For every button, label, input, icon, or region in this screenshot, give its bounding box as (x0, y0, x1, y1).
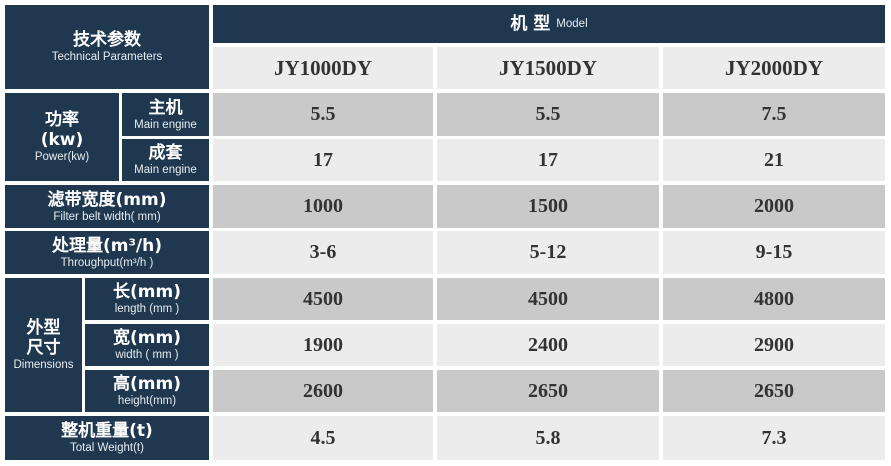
model-name: JY2000DY (663, 47, 885, 89)
label-zh: 尺寸 (26, 338, 61, 358)
value-cell: 2650 (663, 370, 885, 412)
value-cell: 9-15 (663, 231, 885, 274)
value-cell: 4.5 (213, 416, 433, 460)
height-label: 高(mm) height(mm) (85, 370, 209, 412)
throughput-label: 处理量(m³/h) Throughput(m³/h ) (5, 231, 209, 274)
value-cell: 2650 (437, 370, 659, 412)
label-zh: 高(mm) (113, 374, 181, 394)
value-cell: 17 (213, 139, 433, 181)
value-cell: 1900 (213, 324, 433, 366)
value-cell: 2000 (663, 185, 885, 228)
header-en: Technical Parameters (51, 51, 163, 63)
value-cell: 1500 (437, 185, 659, 228)
label-zh: 主机 (148, 97, 183, 118)
value-cell: 21 (663, 139, 885, 181)
model-header: 机 型 Model (213, 5, 885, 43)
label-en: Main engine (134, 164, 197, 176)
model-en: Model (556, 18, 588, 30)
power-zh: 功率 (45, 110, 79, 130)
label-zh: 处理量(m³/h) (51, 235, 162, 256)
value-cell: 4800 (663, 278, 885, 320)
value-cell: 7.5 (663, 93, 885, 136)
value-cell: 5.5 (213, 93, 433, 136)
value-cell: 2900 (663, 324, 885, 366)
dimensions-label: 外型 尺寸 Dimensions (5, 278, 82, 412)
value-cell: 5.8 (437, 416, 659, 460)
weight-label: 整机重量(t) Total Weight(t) (5, 416, 209, 460)
length-label: 长(mm) length (mm ) (85, 278, 209, 320)
power-label: 功率 (kw) Power(kw) (5, 93, 119, 181)
value-cell: 17 (437, 139, 659, 181)
value-cell: 2400 (437, 324, 659, 366)
label-zh: 外型 (26, 318, 61, 338)
value-cell: 3-6 (213, 231, 433, 274)
value-cell: 1000 (213, 185, 433, 228)
model-name: JY1000DY (213, 47, 433, 89)
label-en: Total Weight(t) (70, 442, 144, 454)
label-en: Dimensions (13, 359, 74, 371)
power-set-label: 成套 Main engine (122, 139, 209, 181)
value-cell: 4500 (437, 278, 659, 320)
label-zh: 长(mm) (113, 282, 181, 302)
power-main-label: 主机 Main engine (122, 93, 209, 136)
belt-label: 滤带宽度(mm) Filter belt width( mm) (5, 185, 209, 228)
value-cell: 5-12 (437, 231, 659, 274)
power-en: Power(kw) (34, 151, 90, 163)
label-zh: 宽(mm) (113, 328, 181, 348)
power-unit: (kw) (40, 130, 84, 150)
model-zh: 机 型 (510, 14, 551, 34)
label-en: Filter belt width( mm) (53, 210, 161, 223)
label-en: width ( mm ) (115, 349, 179, 361)
technical-parameters-header: 技术参数 Technical Parameters (5, 5, 209, 89)
value-cell: 2600 (213, 370, 433, 412)
label-en: Throughput(m³/h ) (60, 256, 154, 269)
header-zh: 技术参数 (73, 30, 141, 50)
value-cell: 7.3 (663, 416, 885, 460)
label-zh: 滤带宽度(mm) (47, 189, 167, 210)
value-cell: 4500 (213, 278, 433, 320)
label-zh: 整机重量(t) (61, 421, 153, 441)
width-label: 宽(mm) width ( mm ) (85, 324, 209, 366)
label-en: length (mm ) (114, 303, 180, 315)
label-en: height(mm) (117, 395, 177, 407)
label-zh: 成套 (148, 143, 183, 163)
label-en: Main engine (134, 118, 197, 131)
value-cell: 5.5 (437, 93, 659, 136)
model-name: JY1500DY (437, 47, 659, 89)
